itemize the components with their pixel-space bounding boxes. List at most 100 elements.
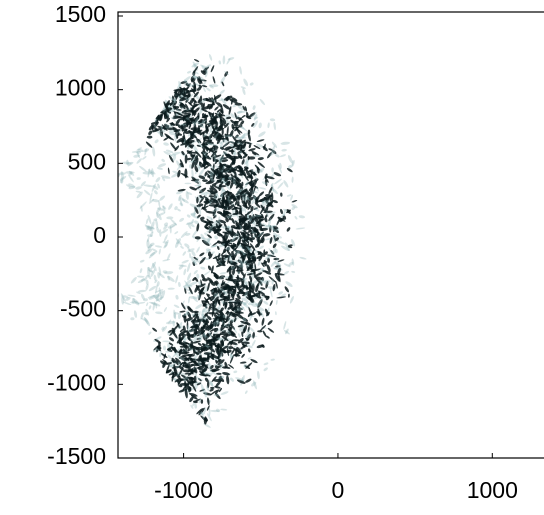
speckle [155, 177, 161, 183]
speckle [218, 113, 223, 123]
speckle [165, 124, 174, 129]
speckle [194, 381, 198, 390]
speckle [157, 271, 160, 279]
speckle [143, 298, 148, 302]
speckle [218, 198, 222, 205]
speckle [272, 199, 278, 204]
speckle [279, 154, 287, 158]
speckle [196, 196, 199, 204]
speckle [230, 262, 237, 265]
speckle [214, 389, 220, 395]
speckle [200, 219, 207, 224]
speckle [199, 316, 206, 320]
speckle [202, 154, 212, 160]
speckle [186, 379, 193, 387]
speckle [246, 196, 249, 201]
speckle [232, 326, 238, 334]
speckle [202, 320, 209, 326]
speckle [261, 267, 265, 272]
speckle [260, 196, 268, 202]
speckle [254, 175, 258, 181]
speckle [222, 151, 228, 156]
speckle [202, 278, 208, 282]
speckle [155, 284, 158, 295]
speckle [193, 261, 198, 266]
speckle [165, 350, 172, 353]
speckle [208, 346, 216, 353]
speckle [220, 76, 226, 84]
speckle [125, 171, 135, 174]
speckle [240, 341, 246, 348]
speckle [177, 169, 181, 178]
speckle [251, 303, 258, 308]
speckle [167, 346, 173, 351]
speckle [201, 113, 206, 118]
speckle [199, 161, 206, 169]
speckle [208, 97, 215, 102]
speckle [219, 363, 223, 370]
speckle [204, 171, 208, 177]
speckle [186, 353, 193, 361]
speckle [174, 206, 178, 211]
speckle [148, 301, 158, 305]
speckle [191, 176, 199, 184]
speckle [125, 161, 133, 165]
speckle [147, 236, 150, 243]
speckle [198, 378, 202, 382]
speckle [215, 173, 219, 178]
speckle [225, 146, 233, 151]
speckle [168, 337, 175, 342]
speckle [225, 315, 228, 323]
speckle [158, 130, 164, 133]
speckle [275, 280, 278, 289]
speckle [118, 172, 126, 175]
speckle [244, 141, 252, 145]
speckle [228, 364, 234, 369]
speckle [235, 135, 241, 141]
speckle [164, 123, 169, 126]
speckle [253, 380, 257, 390]
speckle [167, 331, 170, 336]
speckle [184, 388, 188, 399]
speckle [214, 160, 218, 165]
speckle [242, 317, 247, 322]
speckle [267, 254, 271, 259]
speckle [224, 200, 228, 210]
speckle [233, 263, 239, 268]
speckle [248, 348, 251, 353]
speckle [254, 272, 263, 277]
speckle [270, 250, 275, 255]
speckle [254, 301, 259, 307]
speckle [139, 201, 147, 209]
speckle [262, 199, 268, 204]
speckle [287, 293, 290, 298]
speckle [275, 265, 281, 268]
speckle [277, 216, 283, 222]
speckle [212, 170, 216, 180]
speckle [162, 270, 168, 274]
speckle [244, 224, 252, 232]
speckle [275, 249, 278, 254]
speckle [194, 381, 202, 384]
speckle [205, 293, 211, 296]
speckle [154, 279, 158, 284]
speckle [188, 144, 195, 148]
speckle [251, 272, 255, 280]
speckle [153, 124, 157, 129]
speckle [214, 131, 223, 137]
speckle [178, 388, 187, 393]
speckle [234, 287, 237, 295]
speckle [262, 222, 270, 230]
speckle [247, 191, 251, 197]
speckle [291, 159, 294, 168]
speckle [285, 281, 293, 287]
speckle [241, 239, 248, 247]
speckle [234, 306, 243, 310]
speckle [207, 237, 211, 243]
speckle [218, 219, 227, 224]
speckle [202, 119, 208, 124]
speckle [270, 358, 275, 361]
speckle [238, 300, 243, 307]
speckle [198, 407, 205, 416]
speckle [197, 98, 201, 104]
